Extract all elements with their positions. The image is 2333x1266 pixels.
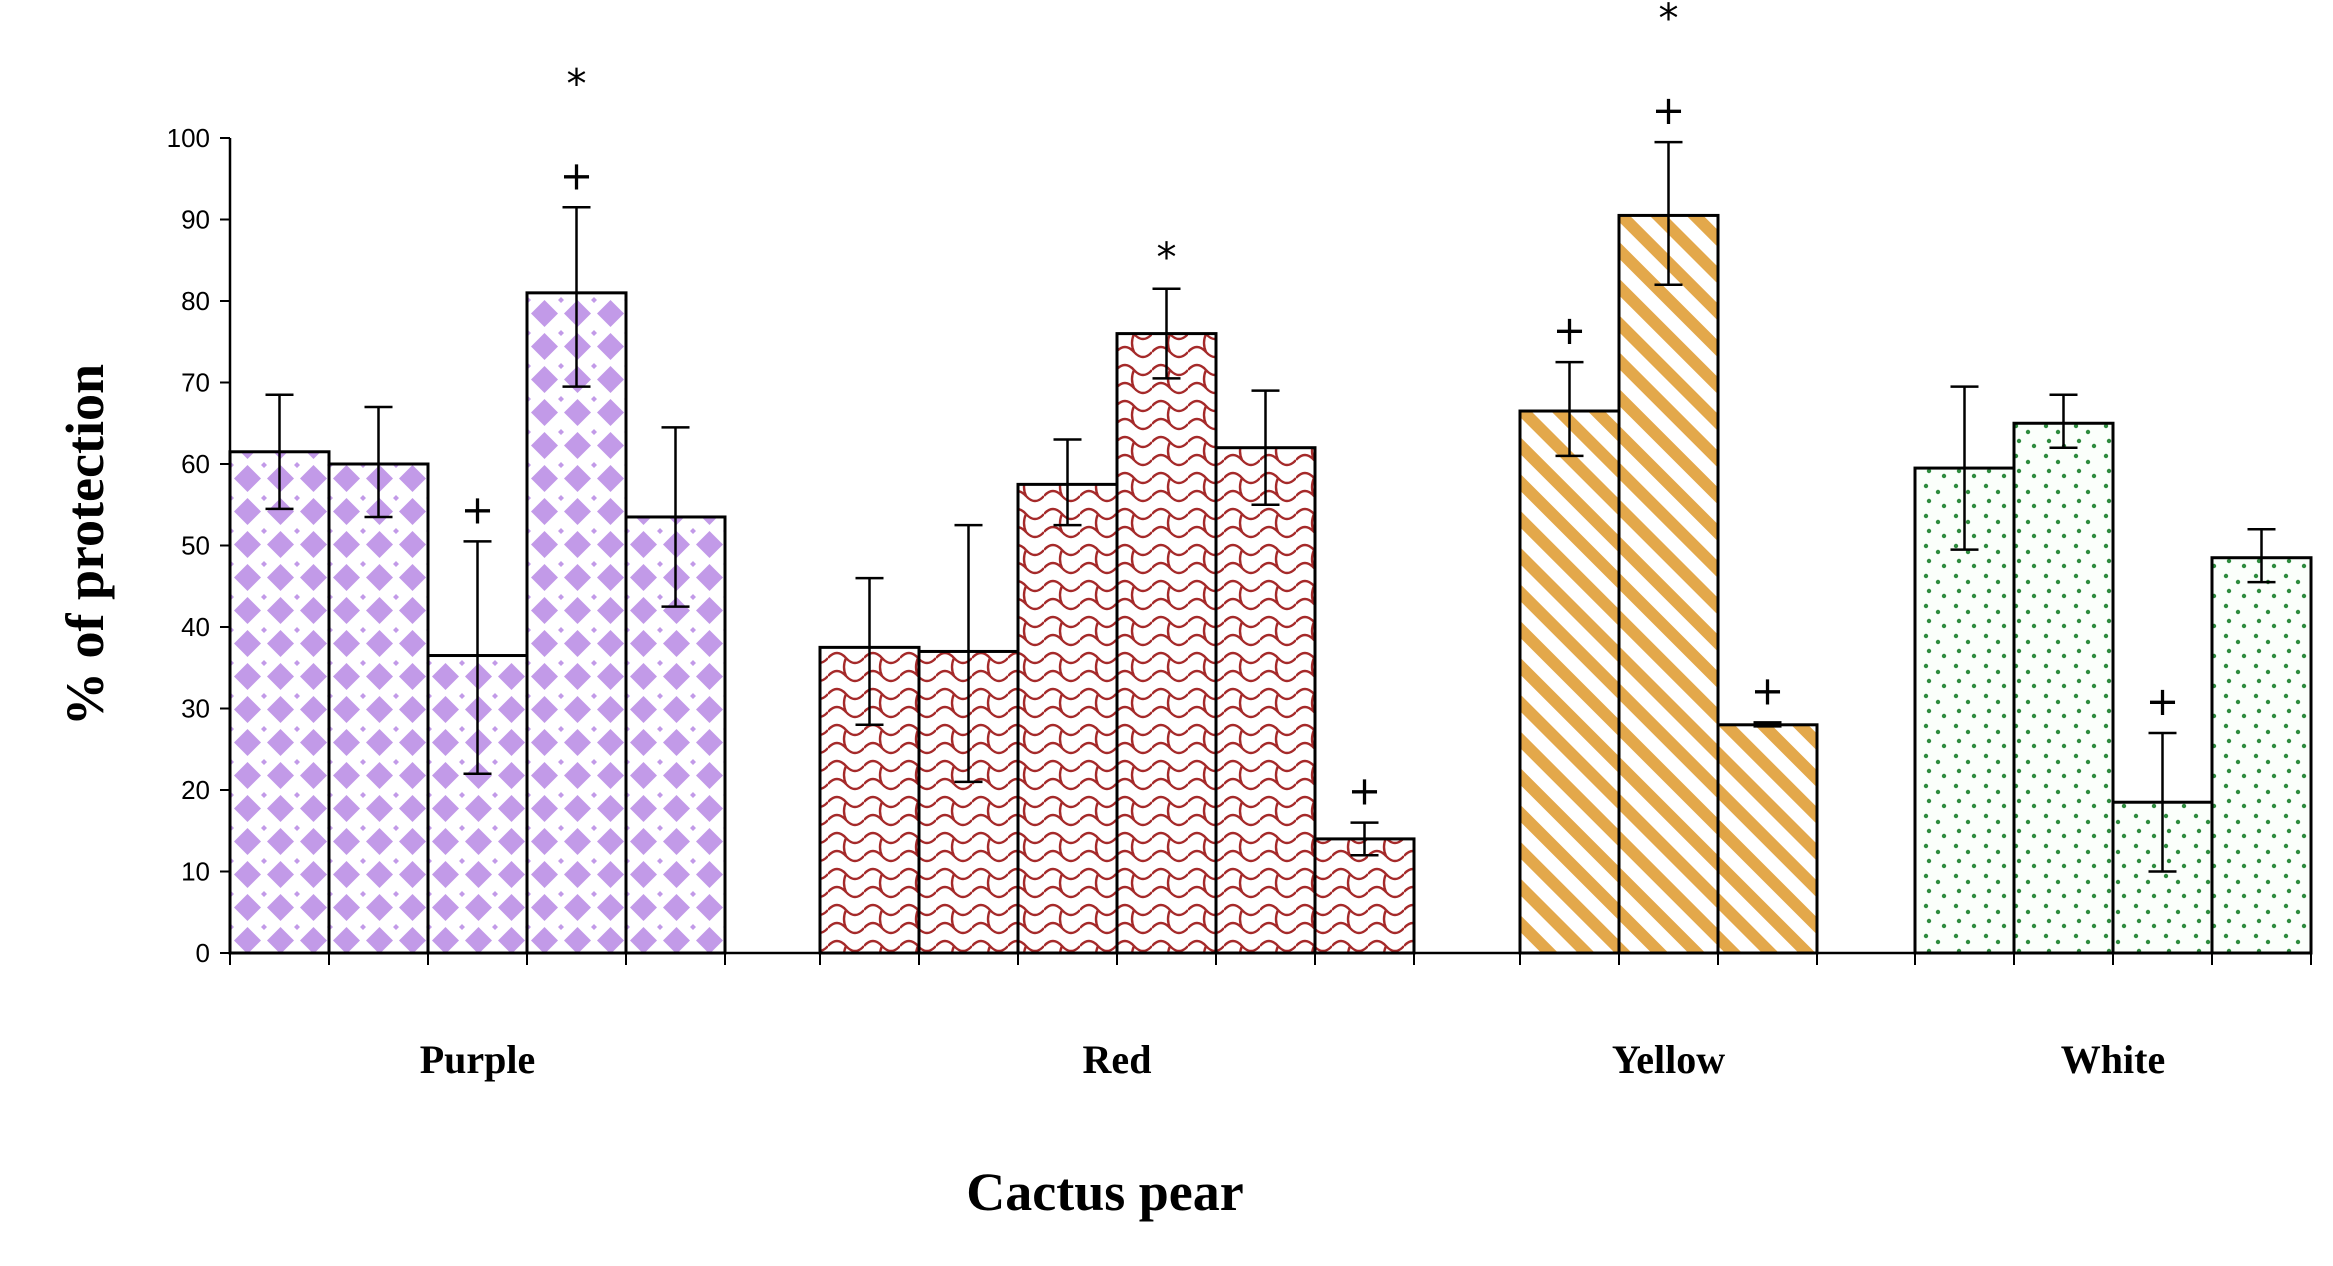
group-labels-layer: Purple Red Yellow White <box>420 1037 2165 1082</box>
group-label-white: White <box>2061 1037 2165 1082</box>
bar-purple-2 <box>327 462 430 955</box>
error-bar-purple-3 <box>463 540 492 775</box>
significance-mark-yellow-3-1: + <box>1751 668 1785 714</box>
bar-purple-1 <box>228 450 331 955</box>
y-tick-label-40: 40 <box>181 612 210 642</box>
error-bar-yellow-1 <box>1555 360 1584 458</box>
y-tick-label-30: 30 <box>181 694 210 724</box>
significance-marks-layer: + + * * + + + * + + <box>461 0 2180 815</box>
significance-mark-purple-3-1: + <box>461 487 495 533</box>
error-bar-purple-2 <box>364 405 393 519</box>
error-bar-white-4 <box>2247 527 2276 584</box>
group-label-yellow: Yellow <box>1612 1037 1725 1082</box>
error-bar-red-3 <box>1053 438 1082 527</box>
bar-yellow-3 <box>1716 723 1819 955</box>
error-bar-red-4 <box>1152 287 1181 380</box>
error-bar-purple-1 <box>265 393 294 511</box>
bar-yellow-2 <box>1617 213 1720 955</box>
bar-yellow-1 <box>1518 409 1621 955</box>
y-tick-label-0: 0 <box>196 938 210 968</box>
bar-purple-4 <box>525 291 628 955</box>
error-bars-layer <box>265 140 2276 873</box>
bar-white-4 <box>2210 556 2313 955</box>
bars-layer <box>228 213 2313 955</box>
significance-mark-purple-4-1: + <box>560 153 594 199</box>
bar-red-4 <box>1115 332 1218 955</box>
y-tick-label-90: 90 <box>181 205 210 235</box>
error-bar-white-2 <box>2049 393 2078 449</box>
y-ticks-layer: 0 10 20 30 40 50 60 70 80 90 100 <box>167 123 230 968</box>
x-ticks-layer <box>229 953 2312 965</box>
significance-mark-yellow-1-1: + <box>1553 308 1587 354</box>
significance-mark-red-4-1: * <box>1157 235 1177 281</box>
error-bar-red-1 <box>855 576 884 727</box>
error-bar-red-2 <box>954 523 983 784</box>
error-bar-purple-5 <box>661 426 690 608</box>
error-bar-white-1 <box>1950 385 1979 551</box>
y-tick-label-100: 100 <box>167 123 210 153</box>
bar-red-3 <box>1016 482 1119 955</box>
bar-white-2 <box>2012 421 2115 955</box>
significance-mark-purple-4-2: * <box>567 61 587 107</box>
y-tick-label-50: 50 <box>181 531 210 561</box>
y-tick-label-70: 70 <box>181 368 210 398</box>
error-bar-yellow-3 <box>1753 721 1782 728</box>
y-axis-title: % of protection <box>55 364 115 726</box>
significance-mark-red-6-1: + <box>1348 769 1382 815</box>
group-label-red: Red <box>1083 1037 1152 1082</box>
group-label-purple: Purple <box>420 1037 536 1082</box>
error-bar-purple-4 <box>562 206 591 388</box>
error-bar-red-6 <box>1350 821 1379 857</box>
error-bar-red-5 <box>1251 389 1280 506</box>
significance-mark-yellow-2-1: + <box>1652 88 1686 134</box>
y-tick-label-20: 20 <box>181 775 210 805</box>
bar-red-5 <box>1214 446 1317 955</box>
significance-mark-white-3-1: + <box>2146 679 2180 725</box>
significance-mark-yellow-2-2: * <box>1659 0 1679 42</box>
y-tick-label-60: 60 <box>181 449 210 479</box>
x-axis-title: Cactus pear <box>966 1162 1243 1222</box>
y-tick-label-80: 80 <box>181 286 210 316</box>
error-bar-white-3 <box>2148 731 2177 873</box>
error-bar-yellow-2 <box>1654 140 1683 286</box>
y-tick-label-10: 10 <box>181 857 210 887</box>
